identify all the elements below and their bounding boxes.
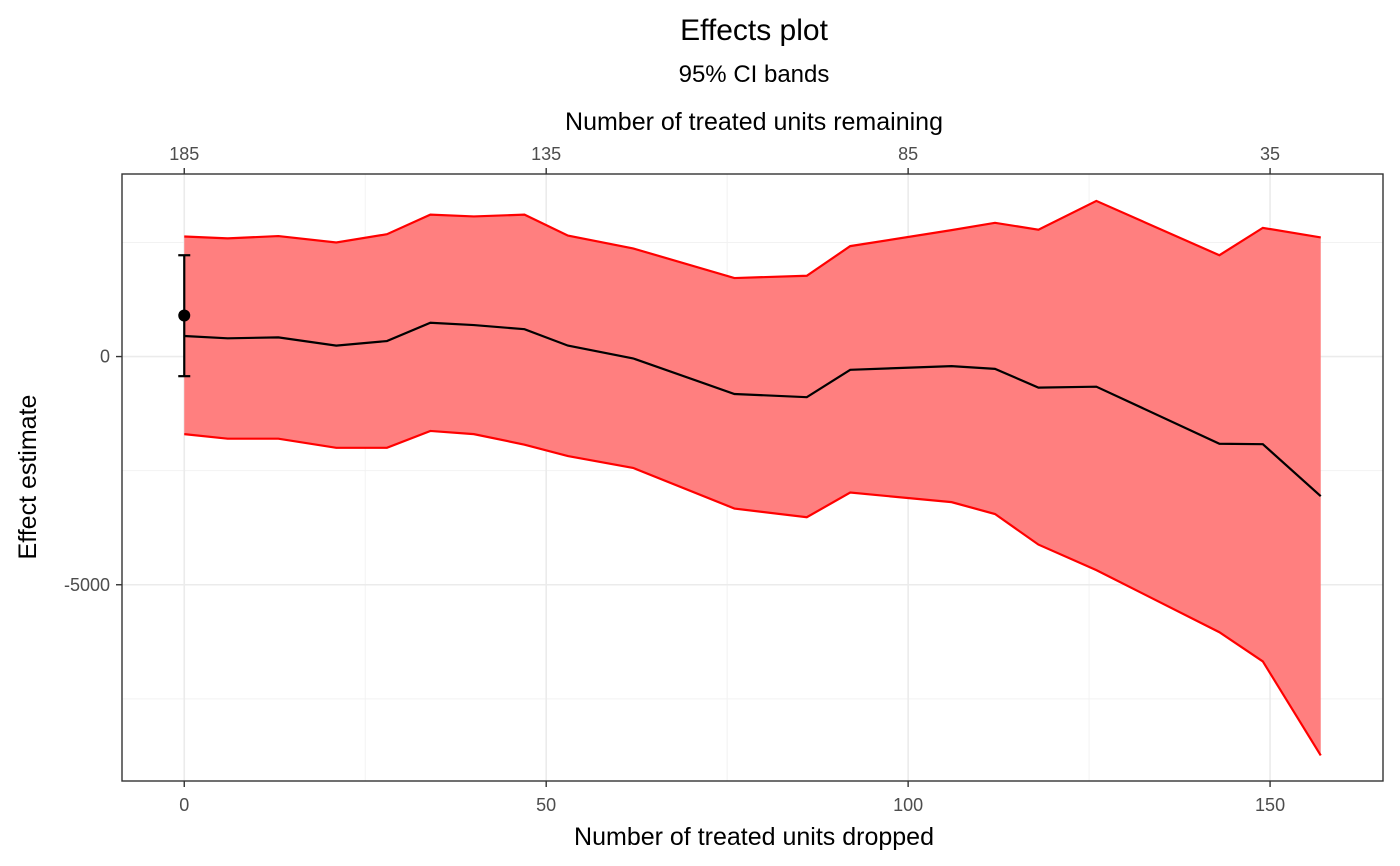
baseline-point (178, 309, 191, 322)
ci-band-layer (184, 199, 1322, 757)
secondary-x-tick-label: 135 (531, 144, 561, 164)
plot-panel-border (121, 173, 1384, 782)
y-axis-title: Effect estimate (14, 395, 42, 560)
estimate-line (184, 321, 1322, 498)
x-tick-label: 50 (536, 795, 556, 815)
secondary-x-axis-title: Number of treated units remaining (565, 108, 943, 136)
secondary-x-tick-label: 185 (169, 144, 199, 164)
x-tick-label: 100 (893, 795, 923, 815)
x-tick-label: 0 (179, 795, 189, 815)
secondary-x-tick-label: 85 (898, 144, 918, 164)
secondary-x-tick-label: 35 (1260, 144, 1280, 164)
axis-layer: 0 50 100 150 185 135 85 35 0 -5000 (64, 144, 1285, 815)
y-tick-label: -5000 (64, 575, 110, 595)
baseline-point-layer (178, 254, 191, 378)
x-tick-label: 150 (1255, 795, 1285, 815)
y-tick-label: 0 (100, 347, 110, 367)
estimate-line-layer (184, 321, 1322, 498)
chart-title: Effects plot (680, 14, 829, 47)
x-axis-title: Number of treated units dropped (574, 823, 934, 851)
upper-ci-line (184, 199, 1321, 280)
chart-subtitle: 95% CI bands (679, 61, 830, 88)
lower-ci-line (184, 429, 1322, 757)
ci-band-area (184, 200, 1321, 756)
